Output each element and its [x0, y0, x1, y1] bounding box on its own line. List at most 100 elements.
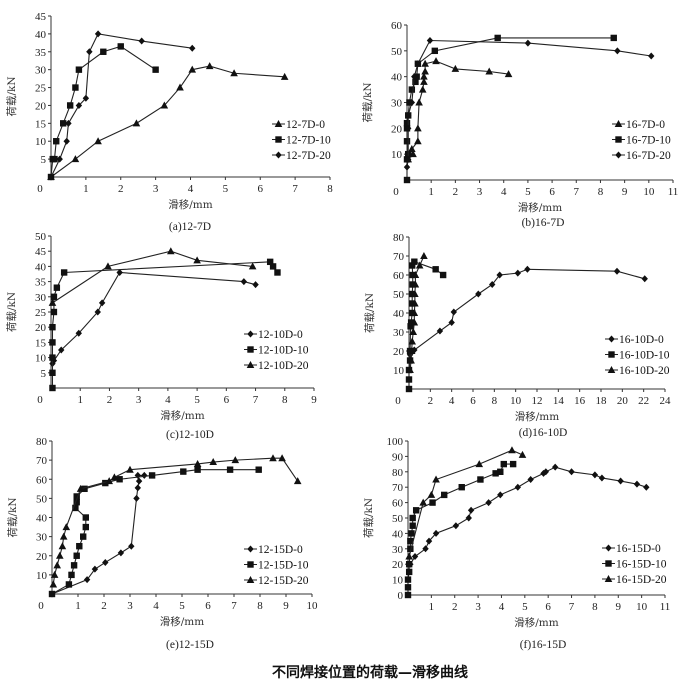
series-12-15D-0 [48, 471, 148, 598]
data-point [56, 155, 63, 163]
data-point [135, 477, 143, 485]
data-point [104, 262, 112, 270]
y-tick-label: 80 [393, 232, 405, 244]
data-point [419, 498, 427, 506]
figure-title: 不同焊接位置的荷载—滑移曲线 [272, 665, 468, 681]
legend-label: 12-15D-20 [258, 575, 309, 587]
data-point [255, 466, 262, 473]
data-point [405, 124, 412, 132]
data-point [134, 484, 141, 492]
data-point [102, 479, 109, 487]
y-tick-label: 10 [391, 149, 403, 161]
x-tick-label: 3 [127, 600, 133, 612]
y-tick-label: 30 [392, 544, 404, 556]
series-16-15D-10 [404, 460, 517, 599]
y-tick-label: 25 [35, 307, 47, 319]
y-tick-label: 0 [398, 590, 404, 602]
data-point [420, 252, 428, 259]
data-point [73, 493, 80, 500]
data-point [82, 514, 89, 521]
data-point [411, 299, 419, 307]
x-tick-label: 6 [545, 601, 551, 613]
data-point [75, 66, 83, 73]
data-point [451, 64, 460, 72]
y-axis-label: 荷载/kN [363, 498, 375, 538]
data-point [411, 280, 420, 288]
series-line [406, 37, 614, 180]
legend-label: 12-15D-0 [258, 544, 303, 556]
data-point [65, 581, 73, 588]
data-point [411, 258, 418, 265]
y-tick-label: 10 [35, 136, 47, 148]
data-point [407, 319, 415, 326]
series-12-10D-0 [49, 268, 259, 368]
legend-label: 16-10D-0 [619, 334, 664, 346]
data-point [49, 354, 56, 361]
data-point [441, 491, 448, 499]
data-point [405, 155, 412, 163]
data-point [75, 101, 83, 109]
x-tick-label: 24 [660, 395, 672, 407]
data-point [465, 514, 472, 522]
x-tick-label: 12 [532, 395, 543, 407]
data-point [405, 385, 413, 393]
data-point [591, 471, 599, 479]
y-tick-label: 45 [35, 11, 47, 23]
series-12-15D-10 [48, 466, 262, 598]
data-point [598, 474, 606, 482]
legend-marker [604, 575, 613, 582]
legend-label: 12-7D-10 [286, 135, 331, 147]
data-point [105, 477, 113, 485]
chart-panel-c: 0 1 2 3 4 5 6 7 8 95101520253035404550滑移/mm荷载/kN(… [6, 231, 317, 441]
y-tick-label: 90 [392, 451, 404, 463]
x-tick-label: 3 [136, 394, 142, 406]
legend-marker [605, 544, 612, 552]
y-tick-label: 20 [36, 551, 48, 563]
series-line [407, 463, 514, 595]
data-point [509, 460, 517, 468]
data-point [91, 565, 99, 573]
data-point [60, 269, 68, 276]
series-line [51, 474, 145, 595]
data-point [422, 545, 429, 553]
data-point [641, 275, 648, 283]
series-line [409, 466, 647, 565]
x-tick-label: 22 [638, 395, 649, 407]
data-point [60, 120, 67, 127]
x-tick-label: 4 [449, 395, 455, 407]
x-tick-label: 5 [223, 183, 229, 195]
chart-panel-f: 1 2 3 4 5 6 7 8 9 10 11 0 10 20 30 40 50 60 70 80 90 100 滑移/mm… [363, 436, 670, 651]
legend-label: 16-15D-10 [616, 559, 667, 571]
y-tick-label: 10 [35, 353, 47, 365]
x-tick-label: 4 [188, 183, 194, 195]
y-axis-label: 荷载/kN [362, 82, 374, 122]
legend-marker [247, 545, 254, 553]
data-point [98, 299, 106, 307]
data-point [80, 533, 87, 540]
data-point [494, 34, 501, 42]
data-point [421, 59, 429, 67]
data-point [633, 480, 641, 488]
y-tick-label: 80 [392, 467, 404, 479]
series-12-10D-20 [48, 247, 257, 306]
x-tick-label: 11 [660, 601, 671, 613]
x-tick-label: 10 [643, 186, 655, 198]
x-tick-label: 0 [37, 394, 43, 406]
y-tick-label: 25 [35, 83, 47, 95]
data-point [648, 52, 655, 60]
data-point [56, 551, 64, 559]
data-point [408, 145, 416, 152]
legend-label: 12-10D-0 [258, 329, 303, 341]
data-point [62, 523, 71, 531]
data-point [248, 262, 257, 270]
x-tick-label: 6 [258, 183, 264, 195]
data-point [568, 468, 575, 476]
x-tick-label: 0 [38, 600, 44, 612]
series-line [50, 65, 285, 178]
legend-label: 12-10D-10 [258, 345, 309, 357]
data-point [414, 124, 422, 132]
data-point [485, 499, 492, 507]
data-point [408, 86, 416, 93]
chart-caption: (c)12-10D [166, 429, 214, 441]
x-tick-label: 5 [525, 186, 531, 198]
